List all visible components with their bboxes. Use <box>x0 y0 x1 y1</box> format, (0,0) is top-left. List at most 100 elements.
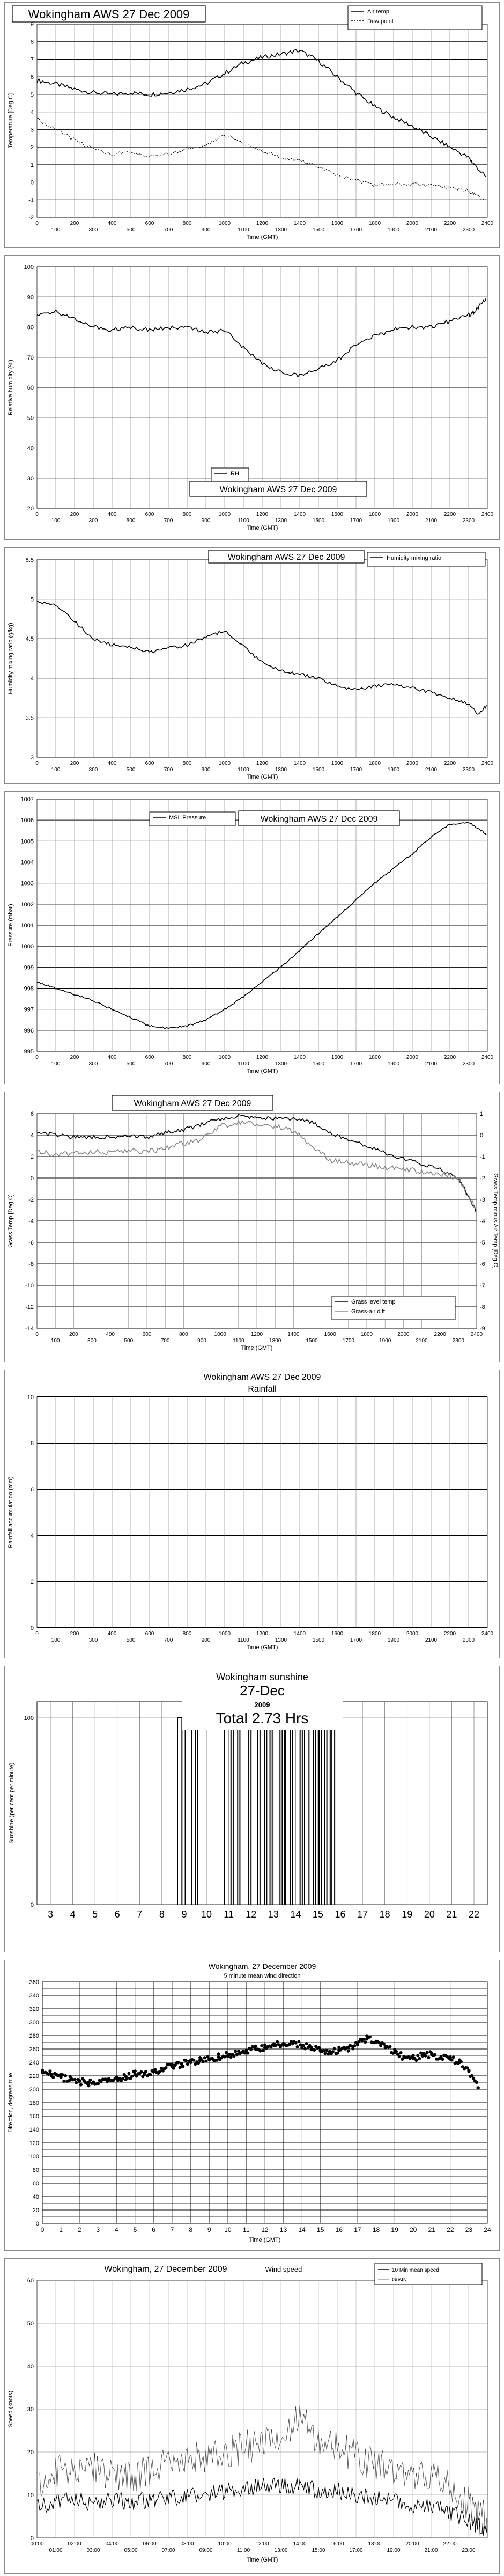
x-tick-label: 300 <box>89 767 98 773</box>
y-tick-label: 1004 <box>21 860 34 866</box>
x-tick-label: 800 <box>183 760 192 766</box>
y-axis-label: Rainfall accumulation (mm) <box>8 1476 14 1548</box>
y-tick-label: 4 <box>31 109 34 116</box>
wind-dir-point <box>288 2043 292 2046</box>
wind-dir-point <box>353 2044 357 2048</box>
wind-dir-point <box>427 2055 431 2059</box>
y-tick-label: 6 <box>31 1111 34 1117</box>
wind-dir-point <box>269 2045 273 2049</box>
x-tick-label: 2200 <box>444 760 456 766</box>
x-tick-label: 500 <box>127 518 136 524</box>
x-tick-label: 08:00 <box>180 2541 194 2547</box>
wind-dir-point <box>64 2074 68 2077</box>
title-box <box>208 550 365 564</box>
x-tick-label: 1400 <box>294 1055 306 1060</box>
wind-dir-point <box>332 2047 336 2051</box>
y-tick-label: 996 <box>24 1028 34 1034</box>
x-tick-label: 9 <box>207 2226 211 2234</box>
series-line-1 <box>36 1119 476 1209</box>
chart-sunshine: 3 4 5 6 7 8 9 10 11 12 13 14 15 16 17 18 19 20 21 22 0 100 Wok… <box>4 1666 500 1952</box>
y-tick-label: 0 <box>31 2535 34 2542</box>
x-tick-label: 20 <box>424 1909 435 1920</box>
x-tick-label: 2100 <box>425 767 438 773</box>
y-tick-label: 7 <box>31 56 34 63</box>
wind-dir-point <box>204 2059 208 2063</box>
x-tick-label: 500 <box>127 1061 136 1067</box>
y-axis-label: Speed (knots) <box>8 2391 14 2427</box>
x-tick-label: 1200 <box>256 221 269 226</box>
x-tick-label: 1500 <box>313 767 325 773</box>
x-tick-label: 1600 <box>331 1631 344 1637</box>
wind-dir-point <box>331 2050 335 2054</box>
x-tick-label: 04:00 <box>105 2541 118 2547</box>
x-tick-label: 12 <box>261 2226 269 2234</box>
chart-wind-speed: 0 10 20 30 40 50 60 00:00 02:00 04:00 06:00 08:00 10… <box>4 2258 500 2574</box>
wind-dir-point <box>47 2072 50 2076</box>
sunshine-bar <box>177 1717 183 1905</box>
wind-dir-point <box>105 2079 109 2083</box>
y-tick-label: 20 <box>27 2449 34 2456</box>
x-tick-label: 4 <box>70 1909 76 1920</box>
wind-dir-point <box>322 2049 325 2052</box>
title-backdrop <box>182 1670 343 1730</box>
y-tick-label: 120 <box>29 2140 39 2147</box>
wind-dir-point <box>362 2037 366 2041</box>
x-tick-label: 800 <box>183 511 192 517</box>
wind-dir-point <box>40 2068 45 2073</box>
x-tick-label: 8 <box>189 2226 192 2234</box>
x-tick-label: 2100 <box>425 1061 438 1067</box>
x-tick-label: 300 <box>87 1338 97 1344</box>
x-tick-label: 2200 <box>444 221 456 226</box>
x-tick-label: 2100 <box>425 1637 438 1643</box>
series-line-1 <box>36 118 486 201</box>
y-tick-label: 8 <box>31 1440 34 1447</box>
wind-dir-point <box>323 2052 327 2055</box>
wind-dir-point <box>263 2043 266 2047</box>
x-tick-label: 1100 <box>238 1637 249 1643</box>
y-tick-label: 1006 <box>21 817 34 824</box>
legend-box <box>367 552 486 567</box>
x-tick-label: 0 <box>35 511 39 517</box>
wind-dir-point <box>73 2077 77 2081</box>
x-tick-label: 700 <box>164 518 173 524</box>
chart-grass-temp: -14 -12 -10 -8 -6 -4 -2 0 2 4 6 0 100 200 300 400 500 600… <box>4 1092 500 1362</box>
x-tick-label: 100 <box>51 1061 61 1067</box>
y2-tick-label: -1 <box>480 1154 485 1160</box>
wind-dir-point <box>50 2073 54 2076</box>
x-tick-label: 100 <box>51 1637 61 1643</box>
x-tick-label: 1000 <box>219 221 231 226</box>
wind-dir-point <box>291 2040 295 2044</box>
x-tick-label: 4 <box>115 2226 118 2234</box>
wind-dir-point <box>317 2046 321 2050</box>
x-tick-label: 15:00 <box>312 2548 325 2553</box>
x-tick-label: 2200 <box>444 511 456 517</box>
x-tick-label: 02:00 <box>68 2541 81 2547</box>
wind-dir-point <box>346 2049 350 2053</box>
x-tick-label: 0 <box>35 1331 39 1337</box>
legend-label: 10 Min mean speed <box>392 2267 439 2273</box>
y-tick-label: 240 <box>29 2060 39 2066</box>
wind-dir-point <box>152 2070 155 2074</box>
x-tick-label: 16 <box>336 2226 343 2234</box>
x-tick-label: 1400 <box>294 511 306 517</box>
y-tick-label: 5 <box>31 597 34 603</box>
series-line-0 <box>36 49 487 178</box>
x-tick-label: 10 <box>224 2226 232 2234</box>
x-tick-label: 16 <box>335 1909 346 1920</box>
x-tick-label: 18 <box>380 1909 390 1920</box>
legend-label: MSL Pressure <box>169 815 206 821</box>
y-axis-label: Pressure (mbar) <box>8 904 14 946</box>
x-tick-label: 14:00 <box>293 2541 306 2547</box>
y-tick-label: 998 <box>24 986 34 992</box>
y-tick-label: -14 <box>25 1326 34 1332</box>
wind-dir-point <box>262 2049 265 2052</box>
wind-dir-point <box>197 2061 201 2065</box>
y-tick-label: 1005 <box>21 838 34 845</box>
series-line-0 <box>36 822 487 1029</box>
wind-dir-point <box>217 2055 220 2059</box>
x-tick-label: 1200 <box>256 1631 269 1637</box>
legend-label: Humidity mixing ratio <box>387 555 441 561</box>
wind-dir-point <box>461 2065 464 2069</box>
x-tick-label: 23 <box>465 2226 473 2234</box>
chart-svg-5: 0246810010020030040050060070080090010001… <box>8 1373 494 1651</box>
